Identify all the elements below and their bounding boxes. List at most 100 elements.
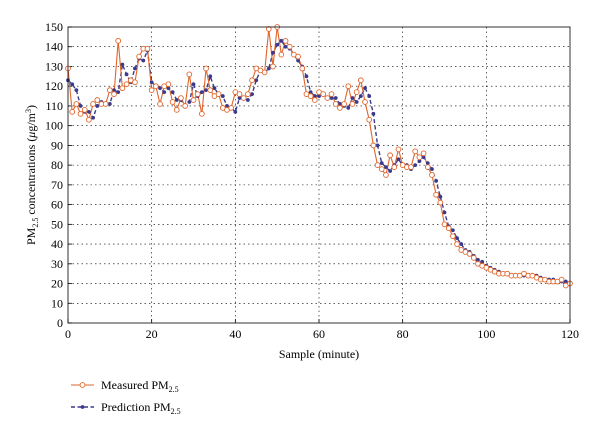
prediction-point: [250, 92, 254, 96]
measured-point: [424, 164, 431, 170]
prediction-point: [212, 86, 217, 91]
measured-point: [265, 26, 272, 32]
prediction-point: [421, 155, 426, 160]
y-tick-label: 20: [51, 277, 63, 291]
prediction-point: [166, 86, 171, 91]
prediction-point: [74, 88, 79, 93]
prediction-point: [317, 94, 321, 98]
prediction-point: [91, 115, 95, 120]
prediction-point: [329, 96, 334, 100]
measured-point: [203, 65, 209, 72]
legend-measured-sub: 2.5: [169, 385, 179, 394]
measured-line: [67, 26, 571, 287]
prediction-point: [304, 74, 309, 79]
x-tick-label: 80: [397, 327, 409, 341]
measured-point: [186, 71, 193, 78]
y-tick-label: 90: [51, 138, 63, 152]
prediction-point: [133, 66, 137, 71]
measured-point: [73, 101, 80, 107]
prediction-point: [375, 143, 380, 148]
measured-point: [429, 172, 435, 178]
x-tick-label: 20: [146, 327, 158, 341]
prediction-point: [371, 111, 376, 116]
y-tick-label: 10: [51, 296, 63, 310]
prediction-point: [396, 157, 401, 162]
prediction-point: [417, 159, 422, 164]
prediction-point: [204, 88, 208, 93]
prediction-point: [162, 90, 167, 95]
measured-point: [136, 53, 142, 60]
prediction-point: [95, 104, 100, 108]
measured-point: [454, 241, 460, 247]
prediction-point: [450, 228, 455, 233]
measured-point: [215, 91, 222, 97]
measured-point: [94, 97, 101, 103]
x-tick-label: 40: [229, 327, 241, 341]
prediction-point: [296, 58, 300, 63]
prediction-point: [388, 169, 393, 173]
measured-point: [123, 81, 130, 88]
measured-point: [412, 148, 419, 155]
measured-point: [328, 91, 335, 97]
prediction-point: [430, 167, 434, 171]
prediction-point: [124, 72, 129, 77]
measured-point: [395, 146, 402, 153]
prediction-point: [480, 259, 485, 264]
x-tick-label: 60: [313, 327, 325, 341]
measured-point: [349, 101, 356, 107]
prediction-point: [308, 90, 313, 95]
measured-point: [408, 164, 414, 170]
prediction-point: [279, 38, 284, 43]
measured-point: [341, 101, 347, 107]
measured-point: [357, 77, 364, 84]
measured-point: [295, 53, 301, 60]
x-tick-label: 0: [65, 327, 71, 341]
measured-point: [111, 91, 117, 97]
measured-point: [81, 107, 88, 113]
prediction-point: [116, 90, 121, 95]
measured-point: [420, 150, 427, 157]
measured-point: [337, 105, 343, 111]
prediction-point: [476, 257, 480, 262]
measured-point: [307, 93, 314, 99]
y-tick-label: 100: [45, 119, 63, 133]
prediction-point: [438, 194, 443, 199]
prediction-point: [187, 100, 192, 104]
y-tick-label: 60: [51, 198, 63, 212]
prediction-point: [245, 98, 250, 102]
measured-point: [470, 255, 477, 261]
prediction-point: [312, 94, 317, 98]
prediction-point: [379, 161, 384, 166]
legend-prediction-label: Prediction PM2.5: [101, 400, 181, 416]
measured-point: [153, 83, 159, 90]
measured-point: [173, 107, 180, 113]
measured-point: [169, 99, 176, 105]
prediction-point: [78, 104, 83, 108]
prediction-point: [459, 242, 464, 246]
measured-point: [249, 77, 255, 84]
plot-frame: [67, 26, 571, 324]
measured-point: [366, 116, 373, 123]
measured-point: [90, 101, 96, 107]
measured-point: [311, 97, 318, 103]
legend-measured-label: Measured PM2.5: [101, 378, 179, 394]
y-tick-label: 70: [51, 178, 63, 192]
prediction-point: [208, 74, 213, 79]
measured-point: [240, 95, 247, 101]
measured-point: [378, 166, 385, 172]
measured-point: [165, 81, 172, 88]
prediction-point: [191, 82, 196, 87]
prediction-point: [333, 96, 338, 100]
prediction-point: [346, 106, 351, 110]
prediction-point: [338, 102, 342, 106]
prediction-point: [266, 66, 271, 71]
prediction-point: [87, 109, 91, 114]
grid-lines: [68, 27, 570, 323]
measured-point: [261, 69, 268, 76]
measured-point: [286, 43, 293, 50]
prediction-point: [384, 165, 388, 170]
measured-point: [278, 51, 285, 58]
y-tick-label: 30: [51, 257, 63, 271]
x-tick-label: 120: [561, 327, 579, 341]
prediction-point: [350, 96, 355, 100]
